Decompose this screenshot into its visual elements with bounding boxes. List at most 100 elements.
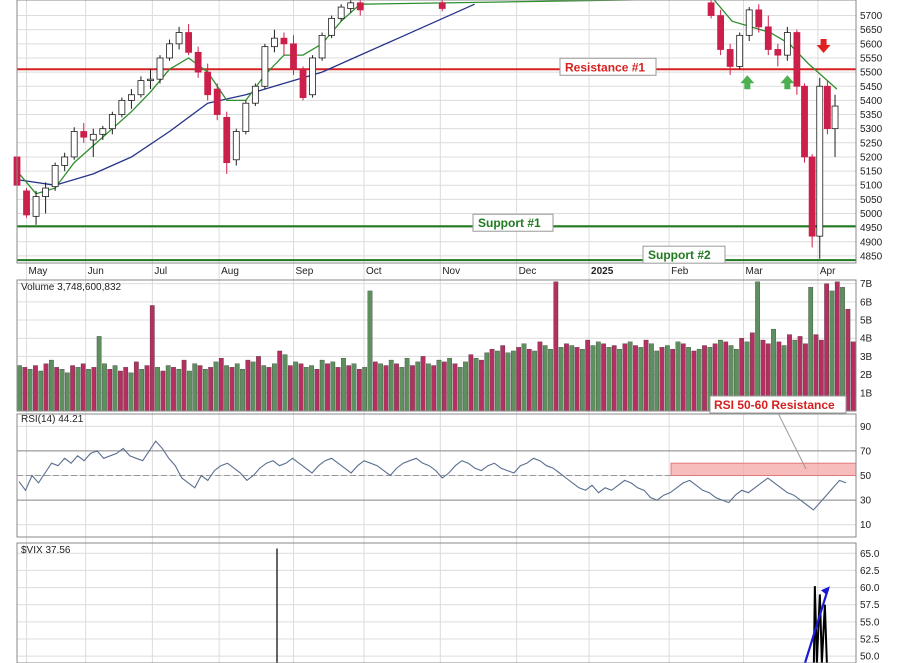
candle-body <box>204 71 212 96</box>
volume-bar <box>341 358 346 412</box>
volume-bar <box>133 361 139 412</box>
volume-bar <box>171 367 176 412</box>
candle-body <box>774 49 782 56</box>
volume-bar <box>495 350 500 412</box>
vix-tick-label: 55.0 <box>860 617 880 628</box>
volume-bar <box>617 348 622 412</box>
volume-bar <box>139 369 144 412</box>
candle-body <box>51 165 59 188</box>
arrow-up-icon <box>740 75 755 90</box>
x-tick-label: Nov <box>442 266 460 277</box>
volume-bar <box>229 367 235 412</box>
volume-bar <box>346 365 352 412</box>
candle-body <box>156 57 164 80</box>
volume-bar <box>654 350 660 412</box>
rsi-label: RSI(14) 44.21 <box>21 414 84 425</box>
volume-bar <box>96 336 102 412</box>
price-tick-label: 5000 <box>860 209 883 220</box>
x-tick-label: 2025 <box>591 266 614 277</box>
volume-bar <box>293 361 298 412</box>
volume-bar <box>383 365 389 412</box>
volume-bar <box>447 358 452 412</box>
vix-tick-label: 57.5 <box>860 600 880 611</box>
volume-bar <box>277 350 283 412</box>
volume-bar <box>330 361 336 412</box>
volume-bar <box>49 359 54 412</box>
candle-body <box>185 32 193 53</box>
candle-body <box>194 51 202 73</box>
volume-bar <box>574 347 580 412</box>
vix-april-spike <box>812 586 828 663</box>
volume-bar <box>548 348 553 412</box>
volume-bar <box>468 354 474 412</box>
vix-tick-label: 62.5 <box>860 566 880 577</box>
price-tick-label: 4900 <box>860 237 883 248</box>
volume-bar <box>542 345 548 412</box>
volume-bar <box>149 305 155 412</box>
price-tick-label: 5500 <box>860 68 883 79</box>
volume-bar <box>22 367 28 412</box>
volume-bar <box>834 281 840 412</box>
volume-bar <box>431 365 437 412</box>
vix-panel <box>276 548 830 663</box>
volume-bar <box>500 345 506 412</box>
price-tick-label: 5100 <box>860 181 883 192</box>
volume-bar <box>181 359 187 412</box>
volume-tick-label: 6B <box>860 297 873 308</box>
candle-body <box>356 2 364 11</box>
resistance-label: Resistance #1 <box>565 60 645 74</box>
volume-bar <box>484 352 490 412</box>
volume-bar <box>755 281 760 412</box>
vix-arrow-head-icon <box>821 586 830 596</box>
volume-bar <box>218 358 224 412</box>
candle-body <box>736 34 744 67</box>
volume-bar <box>564 343 569 412</box>
x-tick-label: Feb <box>671 266 689 277</box>
price-panel <box>13 0 856 262</box>
volume-bar <box>829 290 835 412</box>
volume-bar <box>165 365 171 412</box>
vix-tick-label: 52.5 <box>860 635 880 646</box>
price-tick-label: 5600 <box>860 39 883 50</box>
candle-body <box>717 15 725 50</box>
volume-bar <box>319 359 325 412</box>
volume-bar <box>325 363 330 412</box>
volume-bar <box>441 361 447 412</box>
volume-bar <box>256 356 261 412</box>
price-tick-label: 5350 <box>860 110 883 121</box>
panel-frame <box>16 542 857 663</box>
vix-label: $VIX 37.56 <box>21 545 71 556</box>
volume-bar <box>404 358 410 412</box>
rsi-tick-label: 90 <box>860 422 872 433</box>
volume-bar <box>351 363 357 412</box>
labels: 5700 5650 5600 5550 5500 5450 5400 5350 5300 5250… <box>21 11 883 663</box>
candle-body <box>251 85 259 104</box>
volume-bar <box>266 367 272 412</box>
volume-bar <box>208 367 214 412</box>
candle-body <box>280 37 288 45</box>
volume-bar <box>187 370 192 412</box>
volume-bar <box>664 345 670 412</box>
x-tick-label: Oct <box>366 266 382 277</box>
volume-bar <box>17 365 22 412</box>
candle-body <box>70 131 78 158</box>
volume-bar <box>197 365 203 412</box>
price-tick-label: 5400 <box>860 96 883 107</box>
volume-bar <box>80 363 86 412</box>
volume-bar <box>70 365 75 412</box>
volume-bar <box>112 365 118 412</box>
volume-bar <box>394 363 399 412</box>
rsi-tick-label: 70 <box>860 446 872 457</box>
candle-body <box>831 105 839 130</box>
volume-bar <box>43 363 49 412</box>
rsi-band-pointer <box>777 412 807 470</box>
candle-body <box>213 88 221 115</box>
volume-bar <box>314 369 320 412</box>
candle-body <box>726 49 734 67</box>
volume-bar <box>224 365 229 412</box>
volume-bar <box>473 358 479 412</box>
volume-bar <box>489 348 495 412</box>
volume-bar <box>521 343 527 412</box>
volume-bar <box>64 372 70 412</box>
arrow-up-icon <box>780 75 795 90</box>
